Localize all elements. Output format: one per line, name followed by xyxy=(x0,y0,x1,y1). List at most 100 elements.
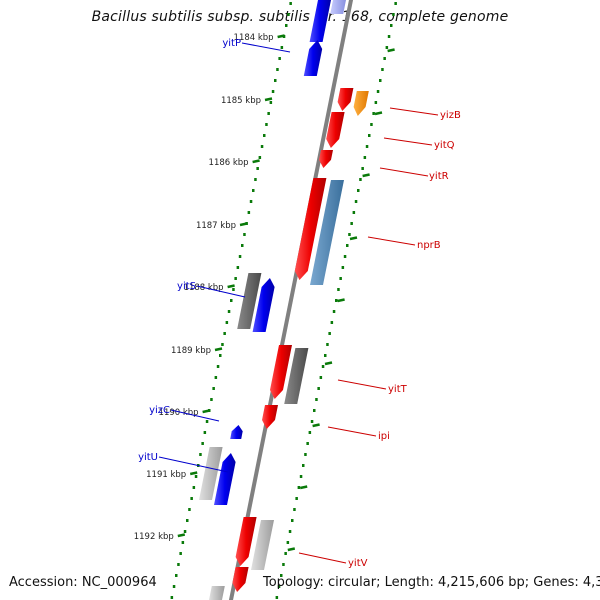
outer-track-tick xyxy=(324,354,327,357)
outer-track-tick xyxy=(335,299,338,302)
inner-track-tick xyxy=(280,46,284,49)
outer-track-tick xyxy=(339,277,342,280)
outer-track-tick xyxy=(288,530,292,533)
gene-leader-line xyxy=(170,409,220,422)
outer-track-tick xyxy=(394,2,397,5)
gene-label-yitP: yitP xyxy=(222,38,241,49)
outer-track-tick xyxy=(387,35,391,38)
inner-track-tick xyxy=(172,585,176,588)
outer-track-tick xyxy=(317,387,320,390)
inner-track-tick xyxy=(205,420,209,423)
gene-lightgray-left-feature xyxy=(199,447,223,500)
gene-nprB-feature xyxy=(294,178,327,280)
ruler-major-tick xyxy=(252,159,260,164)
outer-track-tick xyxy=(275,596,279,599)
inner-track-tick xyxy=(192,486,196,489)
ruler-label: 1191 kbp xyxy=(146,470,186,480)
outer-track-tick xyxy=(383,57,386,60)
gene-ipi-feature xyxy=(262,405,278,429)
outer-track-tick xyxy=(357,189,360,192)
outer-track-tick xyxy=(346,244,349,247)
inner-track-tick xyxy=(285,24,288,27)
gene-leader-line xyxy=(241,42,291,53)
outer-track-tick xyxy=(310,420,314,423)
gene-yizB-feature xyxy=(337,88,354,111)
inner-track-tick xyxy=(263,134,266,137)
inner-track-tick xyxy=(216,365,220,368)
inner-track-tick xyxy=(225,321,229,324)
gene-leader-line xyxy=(196,285,246,298)
inner-track-tick xyxy=(265,123,268,126)
inner-track-tick xyxy=(199,453,202,456)
outer-track-tick xyxy=(343,255,347,258)
gene-leader-line xyxy=(383,137,433,146)
outer-track-tick xyxy=(319,376,323,379)
outer-track-tick xyxy=(321,365,325,368)
ruler-major-tick xyxy=(337,298,345,303)
inner-track-tick xyxy=(287,13,290,16)
outer-track-tick xyxy=(313,409,316,412)
ruler-major-tick xyxy=(324,361,333,366)
outer-track-tick xyxy=(291,519,294,522)
gene-label-yitV: yitV xyxy=(348,558,368,569)
gene-label-yizB: yizB xyxy=(440,110,461,121)
ruler-major-tick xyxy=(227,284,235,289)
gene-leader-line xyxy=(367,236,416,246)
gene-yitQ-feature xyxy=(326,112,345,148)
outer-track-tick xyxy=(330,321,334,324)
inner-track-tick xyxy=(194,475,198,478)
gene-orange-feature xyxy=(353,91,369,116)
gene-label-yitR: yitR xyxy=(429,171,449,182)
inner-track-tick xyxy=(201,442,204,445)
ruler-major-tick xyxy=(177,533,186,538)
outer-track-tick xyxy=(277,585,281,588)
inner-track-tick xyxy=(249,200,253,203)
ruler-major-tick xyxy=(202,409,210,414)
inner-track-tick xyxy=(177,563,180,566)
inner-track-tick xyxy=(247,211,251,214)
ruler-label: 1190 kbp xyxy=(159,408,199,418)
gene-label-yitT: yitT xyxy=(388,384,408,395)
ruler-label: 1187 kbp xyxy=(196,221,236,231)
gene-label-yitS: yitS xyxy=(177,281,196,292)
gene-yitU-feature xyxy=(214,453,236,505)
outer-track-tick xyxy=(341,266,345,269)
inner-track-tick xyxy=(188,508,191,511)
inner-track-tick xyxy=(232,288,235,291)
outer-track-tick xyxy=(282,563,285,566)
gene-leader-line xyxy=(337,379,387,390)
ruler-label: 1184 kbp xyxy=(234,33,274,43)
inner-track-tick xyxy=(274,79,277,82)
inner-track-tick xyxy=(214,376,218,379)
gene-label-yitU: yitU xyxy=(138,452,158,463)
inner-track-tick xyxy=(241,244,244,247)
gene-darkgray-feature xyxy=(284,348,309,404)
outer-track-tick xyxy=(374,101,378,104)
ruler-label: 1185 kbp xyxy=(221,96,261,106)
inner-track-tick xyxy=(238,255,242,258)
outer-track-tick xyxy=(315,398,318,401)
outer-track-tick xyxy=(299,475,303,478)
ruler-major-tick xyxy=(362,173,370,178)
inner-track-tick xyxy=(179,552,182,555)
gene-label-yizC: yizC xyxy=(149,405,170,416)
outer-track-tick xyxy=(326,343,329,346)
ruler-major-tick xyxy=(277,34,285,39)
ruler-major-tick xyxy=(189,471,198,476)
outer-track-tick xyxy=(363,156,367,159)
outer-track-tick xyxy=(365,145,369,148)
ruler-major-tick xyxy=(239,222,248,227)
gene-leader-line xyxy=(379,167,429,177)
inner-track-tick xyxy=(276,68,279,71)
outer-track-tick xyxy=(372,112,375,115)
outer-track-tick xyxy=(337,288,340,291)
ruler-major-tick xyxy=(214,347,223,352)
inner-track-tick xyxy=(221,343,224,346)
outer-track-tick xyxy=(381,68,384,71)
map-title: Bacillus subtilis subsp. subtilis str. 1… xyxy=(91,9,509,25)
inner-track-tick xyxy=(212,387,215,390)
outer-track-tick xyxy=(354,200,358,203)
inner-track-tick xyxy=(243,233,246,236)
outer-track-tick xyxy=(304,453,307,456)
